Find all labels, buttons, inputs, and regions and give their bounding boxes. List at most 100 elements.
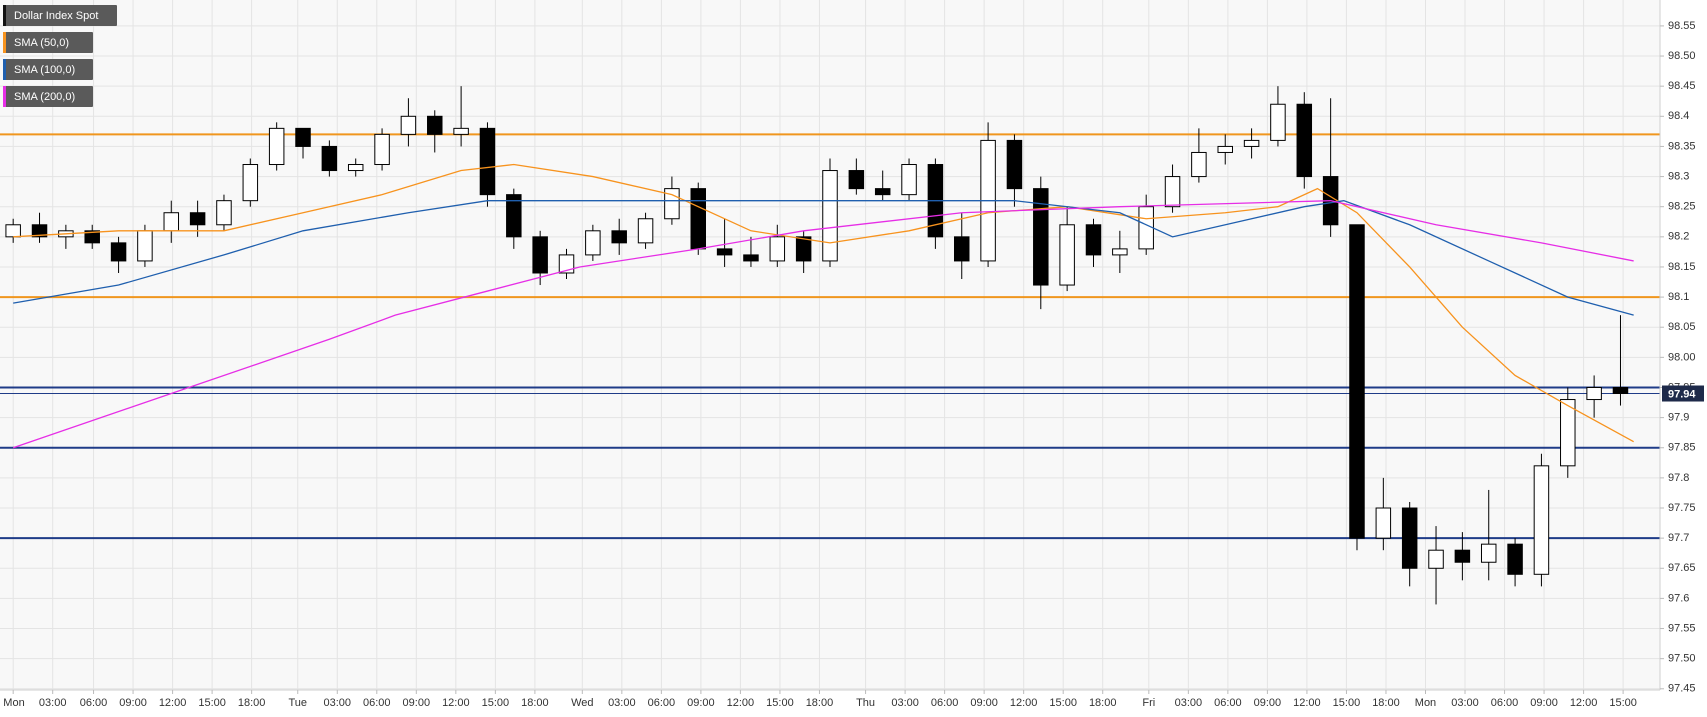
- candle-body: [1033, 188, 1049, 286]
- candle-body: [1612, 386, 1629, 395]
- legend-label: Dollar Index Spot: [14, 10, 98, 22]
- x-tick-label: 03:00: [1175, 697, 1203, 709]
- legend-label: SMA (100,0): [14, 64, 75, 76]
- x-tick-label: 03:00: [324, 697, 352, 709]
- x-tick-label: 06:00: [1491, 697, 1519, 709]
- candle-body: [1191, 151, 1207, 178]
- candle-body: [1270, 103, 1286, 141]
- candle-body: [1480, 543, 1497, 563]
- x-tick-label: 12:00: [1293, 697, 1321, 709]
- candle-body: [716, 248, 733, 256]
- candle-body: [1006, 139, 1023, 190]
- candle-body: [295, 127, 311, 147]
- y-tick-label: 98.05: [1668, 321, 1696, 333]
- x-tick-label: 03:00: [891, 697, 919, 709]
- candle-body: [137, 230, 153, 262]
- candle-body: [1560, 399, 1576, 467]
- legend-label: SMA (50,0): [14, 37, 69, 49]
- candle-body: [506, 194, 522, 238]
- x-tick-label: 12:00: [159, 697, 187, 709]
- x-tick-label: Mon: [1415, 697, 1436, 709]
- candle-body: [242, 164, 259, 202]
- candle-body: [848, 170, 865, 190]
- legend-swatch: [3, 5, 6, 26]
- y-tick-label: 97.55: [1668, 622, 1696, 634]
- y-tick-label: 98.4: [1668, 110, 1689, 122]
- x-tick-label: 09:00: [687, 697, 715, 709]
- x-tick-label: 03:00: [1451, 697, 1479, 709]
- candle-body: [321, 145, 338, 172]
- candle-body: [268, 127, 285, 166]
- candle-body: [427, 115, 443, 135]
- y-tick-label: 98.50: [1668, 50, 1696, 62]
- y-tick-label: 97.75: [1668, 502, 1696, 514]
- x-tick-label: Fri: [1142, 697, 1155, 709]
- candle-body: [1401, 507, 1418, 569]
- candle-body: [690, 188, 706, 250]
- y-tick-label: 98.2: [1668, 231, 1689, 243]
- sma-line: [13, 163, 1634, 443]
- y-tick-label: 97.7: [1668, 532, 1689, 544]
- candle-body: [611, 230, 627, 244]
- y-tick-label: 97.6: [1668, 592, 1689, 604]
- x-tick-label: 09:00: [970, 697, 998, 709]
- legend-swatch: [3, 86, 6, 107]
- candle-body: [400, 115, 417, 135]
- candle-body: [637, 218, 654, 244]
- x-tick-label: 09:00: [119, 697, 147, 709]
- candle-body: [558, 254, 575, 274]
- candle-body: [1375, 507, 1392, 539]
- candle-body: [453, 127, 469, 135]
- candle-body: [1059, 224, 1075, 286]
- y-tick-label: 98.55: [1668, 20, 1696, 32]
- candle-body: [84, 230, 100, 244]
- candle-body: [822, 170, 838, 262]
- x-tick-label: 15:00: [766, 697, 794, 709]
- candle-body: [1586, 386, 1602, 401]
- candle-body: [795, 236, 812, 262]
- legend-swatch: [3, 59, 6, 80]
- candle-body: [5, 224, 21, 238]
- x-tick-label: 18:00: [806, 697, 834, 709]
- x-tick-label: 18:00: [238, 697, 266, 709]
- x-tick-label: 15:00: [1333, 697, 1361, 709]
- candle-body: [769, 236, 786, 262]
- x-tick-label: 06:00: [1214, 697, 1242, 709]
- x-tick-label: 09:00: [1530, 697, 1558, 709]
- candle-body: [1296, 103, 1313, 178]
- price-tag: [1662, 385, 1704, 402]
- candle-body: [1428, 549, 1444, 569]
- x-tick-label: 12:00: [1010, 697, 1038, 709]
- candle-body: [31, 224, 48, 238]
- x-tick-label: 18:00: [521, 697, 549, 709]
- candle-body: [1349, 224, 1365, 539]
- x-tick-label: Thu: [856, 697, 875, 709]
- candle-body: [374, 133, 390, 166]
- x-tick-label: 12:00: [1570, 697, 1598, 709]
- y-tick-label: 98.1: [1668, 291, 1689, 303]
- x-tick-label: 06:00: [931, 697, 959, 709]
- x-tick-label: 15:00: [1049, 697, 1077, 709]
- y-tick-label: 97.9: [1668, 412, 1689, 424]
- candle-body: [1164, 176, 1181, 208]
- candle-body: [189, 212, 206, 226]
- x-tick-label: 09:00: [1254, 697, 1282, 709]
- x-tick-label: Wed: [571, 697, 593, 709]
- candle-body: [1217, 145, 1233, 153]
- y-tick-label: 97.45: [1668, 683, 1696, 695]
- legend-box: [3, 5, 117, 26]
- candle-body: [743, 254, 759, 262]
- candle-body: [110, 242, 127, 262]
- x-tick-label: 09:00: [403, 697, 431, 709]
- x-tick-label: 15:00: [482, 697, 510, 709]
- candle-body: [901, 164, 917, 196]
- y-tick-label: 98.3: [1668, 170, 1689, 182]
- y-tick-label: 97.65: [1668, 562, 1696, 574]
- candle-body: [347, 164, 364, 172]
- legend-box: [3, 59, 93, 80]
- y-tick-label: 97.85: [1668, 442, 1696, 454]
- x-tick-label: 18:00: [1089, 697, 1117, 709]
- plot-area: [0, 0, 1660, 690]
- y-tick-label: 97.50: [1668, 653, 1696, 665]
